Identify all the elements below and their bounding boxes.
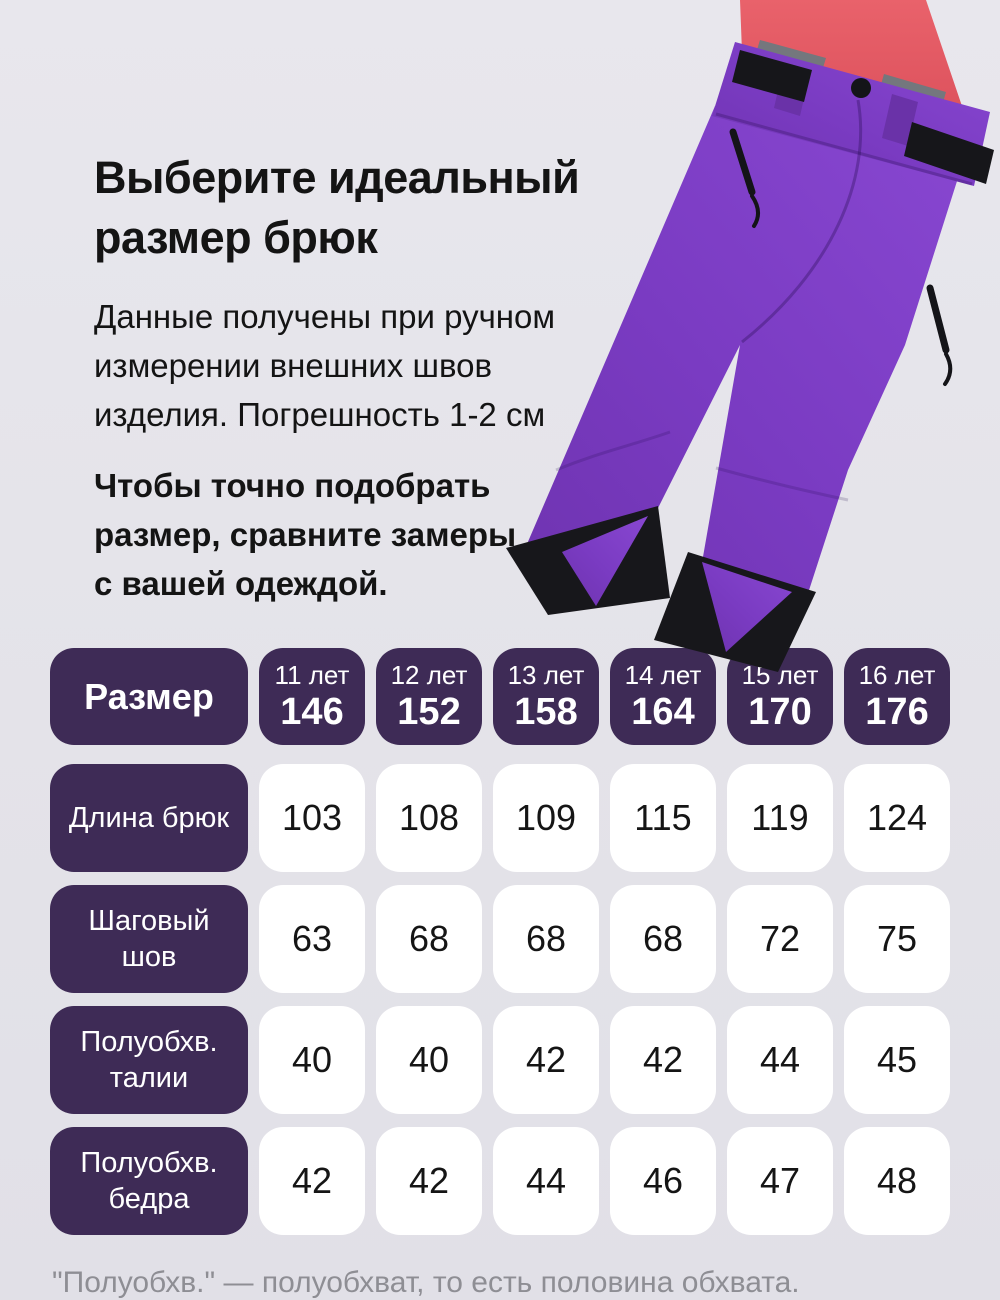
row-label: Полуобхв. бедра bbox=[80, 1147, 218, 1215]
age-label: 13 лет bbox=[507, 659, 585, 690]
table-cell: 42 bbox=[610, 1006, 716, 1114]
size-table-body: Длина брюк 103 108 109 115 119 124 Шагов… bbox=[50, 764, 950, 1235]
column-header: 11 лет 146 bbox=[259, 648, 365, 745]
table-cell: 75 bbox=[844, 885, 950, 993]
table-cell: 68 bbox=[376, 885, 482, 993]
height-label: 170 bbox=[748, 690, 812, 733]
table-cell: 68 bbox=[610, 885, 716, 993]
row-label: Длина брюк bbox=[68, 802, 230, 834]
row-header: Полуобхв. бедра bbox=[50, 1127, 248, 1235]
table-cell: 63 bbox=[259, 885, 365, 993]
table-cell: 72 bbox=[727, 885, 833, 993]
table-cell: 40 bbox=[376, 1006, 482, 1114]
cuff-right-purple-overlap bbox=[702, 562, 792, 652]
suspender-strap-left bbox=[752, 0, 810, 60]
waistband bbox=[712, 42, 990, 186]
age-label: 15 лет bbox=[741, 659, 819, 690]
rise-seam bbox=[741, 99, 863, 344]
table-cell: 119 bbox=[727, 764, 833, 872]
strap-buckle-left bbox=[752, 40, 826, 84]
footnote: "Полуобхв." — полуобхват, то есть полови… bbox=[52, 1266, 800, 1299]
height-label: 164 bbox=[631, 690, 695, 733]
waist-seam bbox=[715, 112, 973, 186]
pocket-zipper-right bbox=[926, 284, 953, 386]
table-cell: 46 bbox=[610, 1127, 716, 1235]
table-cell: 42 bbox=[376, 1127, 482, 1235]
belt-loop-right bbox=[882, 94, 918, 146]
table-cell: 40 bbox=[259, 1006, 365, 1114]
belt-loop-left bbox=[774, 64, 810, 116]
velcro-tab-left bbox=[732, 50, 812, 102]
column-header: 15 лет 170 bbox=[727, 648, 833, 745]
column-header: 16 лет 176 bbox=[844, 648, 950, 745]
corner-label: Размер bbox=[84, 675, 214, 717]
page-title: Выберите идеальный размер брюк bbox=[94, 152, 580, 263]
size-table-header-row: Размер 11 лет 146 12 лет 152 13 лет 158 … bbox=[50, 648, 950, 745]
height-label: 146 bbox=[280, 690, 344, 733]
intro-block: Выберите идеальный размер брюк Данные по… bbox=[94, 148, 654, 608]
velcro-tab-right bbox=[904, 122, 994, 184]
table-cell: 47 bbox=[727, 1127, 833, 1235]
size-table: Размер 11 лет 146 12 лет 152 13 лет 158 … bbox=[50, 648, 950, 1235]
table-cell: 124 bbox=[844, 764, 950, 872]
table-cell: 45 bbox=[844, 1006, 950, 1114]
corner-cell: Размер bbox=[50, 648, 248, 745]
column-header: 12 лет 152 bbox=[376, 648, 482, 745]
table-cell: 109 bbox=[493, 764, 599, 872]
height-label: 158 bbox=[514, 690, 578, 733]
table-cell: 48 bbox=[844, 1127, 950, 1235]
age-label: 14 лет bbox=[624, 659, 702, 690]
table-cell: 108 bbox=[376, 764, 482, 872]
intro-subtitle: Данные получены при ручном измерении вне… bbox=[94, 298, 556, 433]
strap-buckle-right bbox=[876, 74, 946, 120]
knee-seam-right bbox=[715, 466, 849, 502]
age-label: 11 лет bbox=[274, 659, 350, 690]
table-cell: 103 bbox=[259, 764, 365, 872]
column-header: 13 лет 158 bbox=[493, 648, 599, 745]
table-cell: 68 bbox=[493, 885, 599, 993]
row-label: Полуобхв. талии bbox=[80, 1026, 218, 1094]
waist-button bbox=[851, 78, 871, 98]
table-cell: 42 bbox=[493, 1006, 599, 1114]
row-header: Шаговый шов bbox=[50, 885, 248, 993]
table-cell: 115 bbox=[610, 764, 716, 872]
table-cell: 44 bbox=[493, 1127, 599, 1235]
table-cell: 44 bbox=[727, 1006, 833, 1114]
suspender-strap-right bbox=[872, 0, 936, 100]
column-header: 14 лет 164 bbox=[610, 648, 716, 745]
row-header: Длина брюк bbox=[50, 764, 248, 872]
age-label: 12 лет bbox=[390, 659, 468, 690]
intro-note: Чтобы точно подобрать размер, сравните з… bbox=[94, 467, 517, 602]
age-label: 16 лет bbox=[858, 659, 936, 690]
row-label: Шаговый шов bbox=[88, 905, 210, 973]
height-label: 152 bbox=[397, 690, 461, 733]
bib-panel bbox=[740, 0, 964, 112]
pocket-zipper-left bbox=[729, 128, 760, 228]
table-cell: 42 bbox=[259, 1127, 365, 1235]
row-header: Полуобхв. талии bbox=[50, 1006, 248, 1114]
height-label: 176 bbox=[865, 690, 929, 733]
